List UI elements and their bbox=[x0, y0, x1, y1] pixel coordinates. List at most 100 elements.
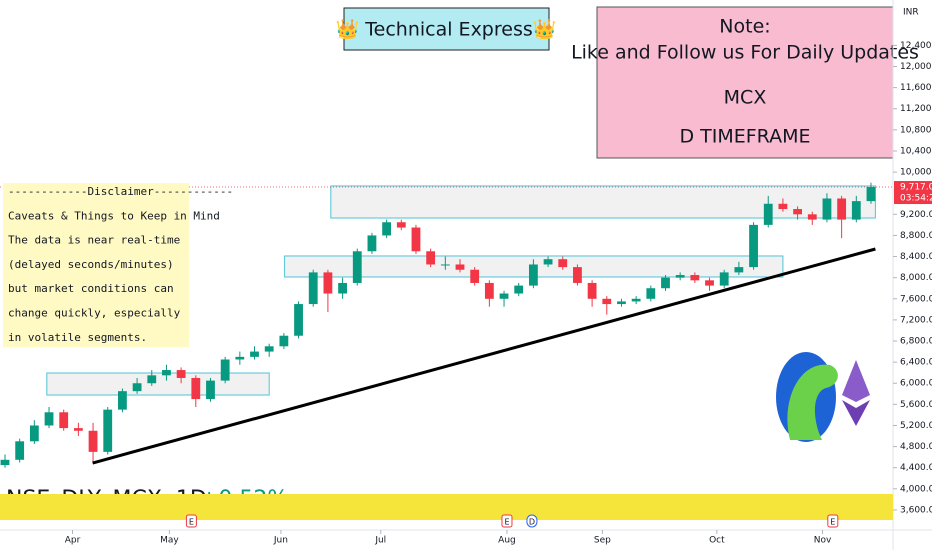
candle-body bbox=[470, 269, 480, 283]
candle-body bbox=[235, 356, 245, 360]
x-tick-label: May bbox=[160, 536, 179, 546]
disclaimer-line: Caveats & Things to Keep in Mind bbox=[8, 209, 220, 222]
candle-body bbox=[147, 375, 157, 384]
logo-shape bbox=[842, 400, 870, 426]
y-tick-label: 5,600.00 bbox=[900, 400, 932, 410]
disclaimer-line: but market conditions can bbox=[8, 282, 174, 295]
candle-body bbox=[88, 430, 98, 452]
disclaimer-line: The data is near real-time bbox=[8, 234, 180, 247]
candle-body bbox=[455, 264, 465, 270]
candle-body bbox=[44, 412, 54, 426]
event-label: E bbox=[189, 518, 194, 527]
candle-body bbox=[338, 282, 347, 294]
candle-body bbox=[308, 272, 318, 305]
y-tick-label: 11,600.00 bbox=[900, 83, 932, 93]
candle-body bbox=[675, 275, 685, 278]
trend-line bbox=[92, 247, 876, 465]
candle-body bbox=[162, 370, 171, 376]
candle-body bbox=[15, 441, 25, 460]
candle-body bbox=[294, 304, 303, 336]
x-tick-label: Sep bbox=[594, 536, 611, 546]
y-tick-label: 6,400.00 bbox=[900, 358, 932, 368]
y-tick-label: 4,800.00 bbox=[900, 442, 932, 452]
candle-body bbox=[778, 203, 788, 210]
candle-body bbox=[118, 391, 127, 410]
note-line: MCX bbox=[724, 87, 767, 109]
candle-body bbox=[793, 209, 802, 215]
candle-body bbox=[484, 282, 494, 299]
zone bbox=[330, 185, 876, 219]
currency: INR bbox=[903, 8, 919, 18]
candle-body bbox=[617, 301, 626, 305]
candle-body bbox=[0, 459, 10, 466]
candle-body bbox=[837, 198, 847, 220]
candle-body bbox=[352, 251, 362, 283]
event-label: D bbox=[529, 518, 535, 527]
event-marker bbox=[827, 514, 839, 528]
y-tick-label: 4,400.00 bbox=[900, 463, 932, 473]
candle-body bbox=[250, 351, 259, 357]
candle-body bbox=[396, 222, 406, 228]
candle-body bbox=[734, 267, 744, 273]
candle-body bbox=[690, 275, 700, 281]
candle-body bbox=[499, 293, 509, 299]
price-tag bbox=[894, 181, 932, 205]
y-tick-label: 11,200.00 bbox=[900, 104, 932, 114]
candle-body bbox=[103, 409, 113, 452]
candle-body bbox=[807, 214, 817, 220]
candle-body bbox=[220, 359, 230, 381]
candle-body bbox=[822, 198, 832, 220]
candle-body bbox=[602, 298, 612, 305]
disclaimer-line: (delayed seconds/minutes) bbox=[8, 258, 174, 271]
x-tick-label: Apr bbox=[65, 536, 81, 546]
candle-body bbox=[749, 224, 758, 268]
candle-body bbox=[587, 282, 597, 299]
candle-body bbox=[59, 412, 69, 429]
y-tick-label: 12,400.00 bbox=[900, 41, 932, 51]
x-tick-label: Jul bbox=[374, 536, 386, 546]
candle-body bbox=[323, 272, 333, 294]
candle-body bbox=[73, 428, 83, 431]
y-tick-label: 6,000.00 bbox=[900, 379, 932, 389]
candle-body bbox=[279, 335, 289, 347]
note-line: Like and Follow us For Daily Updates bbox=[571, 42, 919, 64]
candle-body bbox=[705, 280, 714, 286]
candle-body bbox=[866, 187, 876, 202]
event-marker bbox=[526, 514, 538, 528]
y-tick-label: 10,400.00 bbox=[900, 146, 932, 156]
x-tick-label: Jun bbox=[273, 536, 288, 546]
candle-body bbox=[132, 383, 142, 392]
y-tick-label: 7,600.00 bbox=[900, 294, 932, 304]
candle-body bbox=[573, 267, 582, 283]
x-tick-label: Nov bbox=[814, 536, 832, 546]
note-line: Note: bbox=[719, 16, 770, 38]
candle-body bbox=[206, 380, 215, 400]
price-label: 9,717.00 bbox=[900, 183, 932, 193]
y-tick-label: 9,200.00 bbox=[900, 210, 932, 220]
disclaimer-line: in volatile segments. bbox=[8, 331, 147, 344]
candle-body bbox=[367, 235, 377, 252]
candle-body bbox=[851, 201, 861, 220]
candle-body bbox=[661, 277, 670, 289]
logo-shape bbox=[842, 360, 870, 402]
note-line: D TIMEFRAME bbox=[679, 126, 810, 148]
zone bbox=[46, 372, 270, 396]
candle-body bbox=[29, 425, 39, 442]
candle-body bbox=[382, 222, 392, 236]
candle-body bbox=[440, 264, 450, 266]
disclaimer-line: ------------Disclaimer------------ bbox=[8, 185, 233, 198]
event-marker bbox=[501, 514, 513, 528]
candle-body bbox=[191, 377, 201, 400]
banner: 👑 Technical Express👑 bbox=[336, 19, 557, 41]
note-box bbox=[596, 6, 894, 159]
disclaimer-line: change quickly, especially bbox=[8, 307, 181, 320]
candle-body bbox=[411, 227, 421, 252]
y-tick-label: 4,000.00 bbox=[900, 484, 932, 494]
candle-body bbox=[558, 259, 568, 268]
y-tick-label: 12,000.00 bbox=[900, 62, 932, 72]
countdown: 03:54:21 bbox=[900, 194, 932, 204]
y-tick-label: 3,600.00 bbox=[900, 505, 932, 515]
logo-shape bbox=[787, 364, 838, 440]
disclaimer-box bbox=[3, 183, 189, 347]
